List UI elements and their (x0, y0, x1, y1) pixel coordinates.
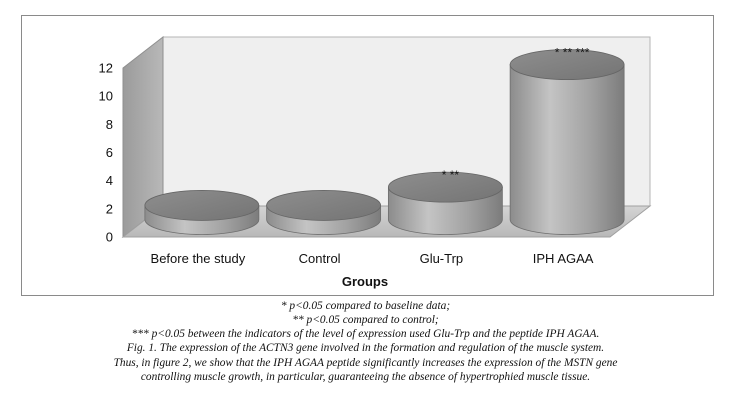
bar-top (144, 190, 260, 221)
x-axis-title: Groups (342, 274, 388, 289)
x-axis: Before the study Control Glu-Trp IPH AGAA (151, 251, 594, 266)
bar-top (266, 190, 382, 221)
bar-annotation: * ** (442, 168, 460, 182)
bar: * ** (387, 168, 503, 235)
x-tick-label: Glu-Trp (420, 251, 464, 266)
caption-note-2: ** p<0.05 compared to control; (292, 314, 439, 326)
y-axis: 0 2 4 6 8 10 12 (99, 61, 113, 245)
figure-caption: Fig. 1. The expression of the ACTN3 gene… (126, 342, 605, 354)
bar-body (509, 64, 625, 235)
y-tick-label: 10 (99, 89, 113, 104)
bar (144, 190, 260, 235)
bars: * ** * ** *** (144, 46, 625, 235)
x-tick-label: IPH AGAA (533, 251, 594, 266)
x-tick-label: Before the study (151, 251, 246, 266)
caption-note-3: *** p<0.05 between the indicators of the… (131, 328, 600, 340)
chart: 0 2 4 6 8 10 12 * ** * ** *** Before the study C… (99, 35, 652, 289)
caption-note-1: * p<0.05 compared to baseline data; (280, 300, 451, 312)
y-tick-label: 6 (106, 145, 113, 160)
y-tick-label: 0 (106, 230, 113, 245)
body-text-2: controlling muscle growth, in particular… (140, 371, 591, 383)
bar-top (509, 49, 625, 80)
y-tick-label: 4 (106, 173, 113, 188)
bar (266, 190, 382, 235)
y-tick-label: 8 (106, 117, 113, 132)
x-tick-label: Control (299, 251, 341, 266)
bar-top (387, 171, 503, 203)
bar-annotation: * ** *** (555, 46, 590, 60)
y-tick-label: 2 (106, 201, 113, 216)
bar: * ** *** (509, 46, 625, 235)
y-tick-label: 12 (99, 61, 113, 76)
body-text-1: Thus, in figure 2, we show that the IPH … (113, 357, 618, 369)
